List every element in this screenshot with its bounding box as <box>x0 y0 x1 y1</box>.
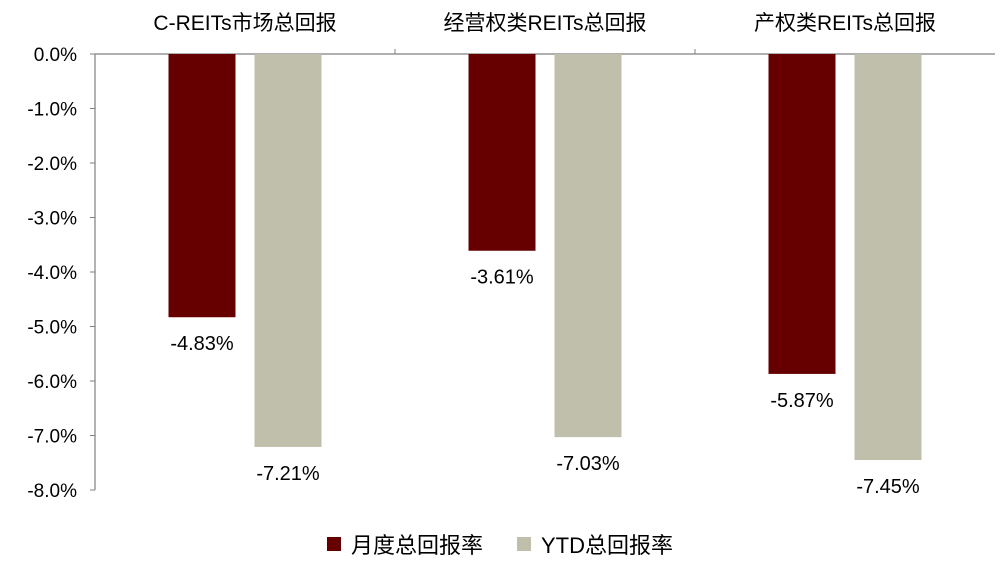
legend: 月度总回报率 YTD总回报率 <box>0 524 1000 564</box>
axes: 0.0% -1.0% -2.0% -3.0% -4.0% -5.0% -6.0% -7.0% -… <box>27 45 995 502</box>
legend-item-ytd: YTD总回报率 <box>517 528 673 560</box>
data-labels: -4.83% -3.61% -5.87% -7.21% -7.03% -7.45% <box>170 267 920 498</box>
legend-item-monthly: 月度总回报率 <box>326 528 483 560</box>
y-tick-label: -4.0% <box>27 263 77 284</box>
bar <box>854 54 922 461</box>
bar <box>254 54 322 447</box>
data-label: -7.45% <box>856 476 920 498</box>
bar <box>468 54 536 251</box>
y-tick-label: -1.0% <box>27 100 77 121</box>
data-label: -4.83% <box>170 333 234 355</box>
bars <box>168 54 922 461</box>
y-tick-label: -6.0% <box>27 372 77 393</box>
category-labels: C-REITs市场总回报 经营权类REITs总回报 产权类REITs总回报 <box>153 12 936 35</box>
data-label: -3.61% <box>470 267 534 289</box>
bar <box>554 54 622 438</box>
data-label: -7.03% <box>556 453 620 475</box>
legend-swatch-monthly <box>326 537 341 551</box>
y-tick-label: -3.0% <box>27 209 77 230</box>
y-tick-label: -7.0% <box>27 427 77 448</box>
legend-label-monthly: 月度总回报率 <box>350 533 483 558</box>
y-tick-label: -5.0% <box>27 318 77 339</box>
y-tick-label: 0.0% <box>34 45 77 66</box>
data-label: -5.87% <box>770 390 834 412</box>
y-tick-label: -2.0% <box>27 154 77 175</box>
legend-label-ytd: YTD总回报率 <box>541 533 674 558</box>
category-label: 产权类REITs总回报 <box>754 12 936 35</box>
bar <box>768 54 836 374</box>
legend-swatch-ytd <box>517 537 531 551</box>
category-label: 经营权类REITs总回报 <box>443 12 646 35</box>
y-tick-label: -8.0% <box>27 481 77 502</box>
bar <box>168 54 236 318</box>
data-label: -7.21% <box>256 463 320 485</box>
category-label: C-REITs市场总回报 <box>153 12 336 35</box>
